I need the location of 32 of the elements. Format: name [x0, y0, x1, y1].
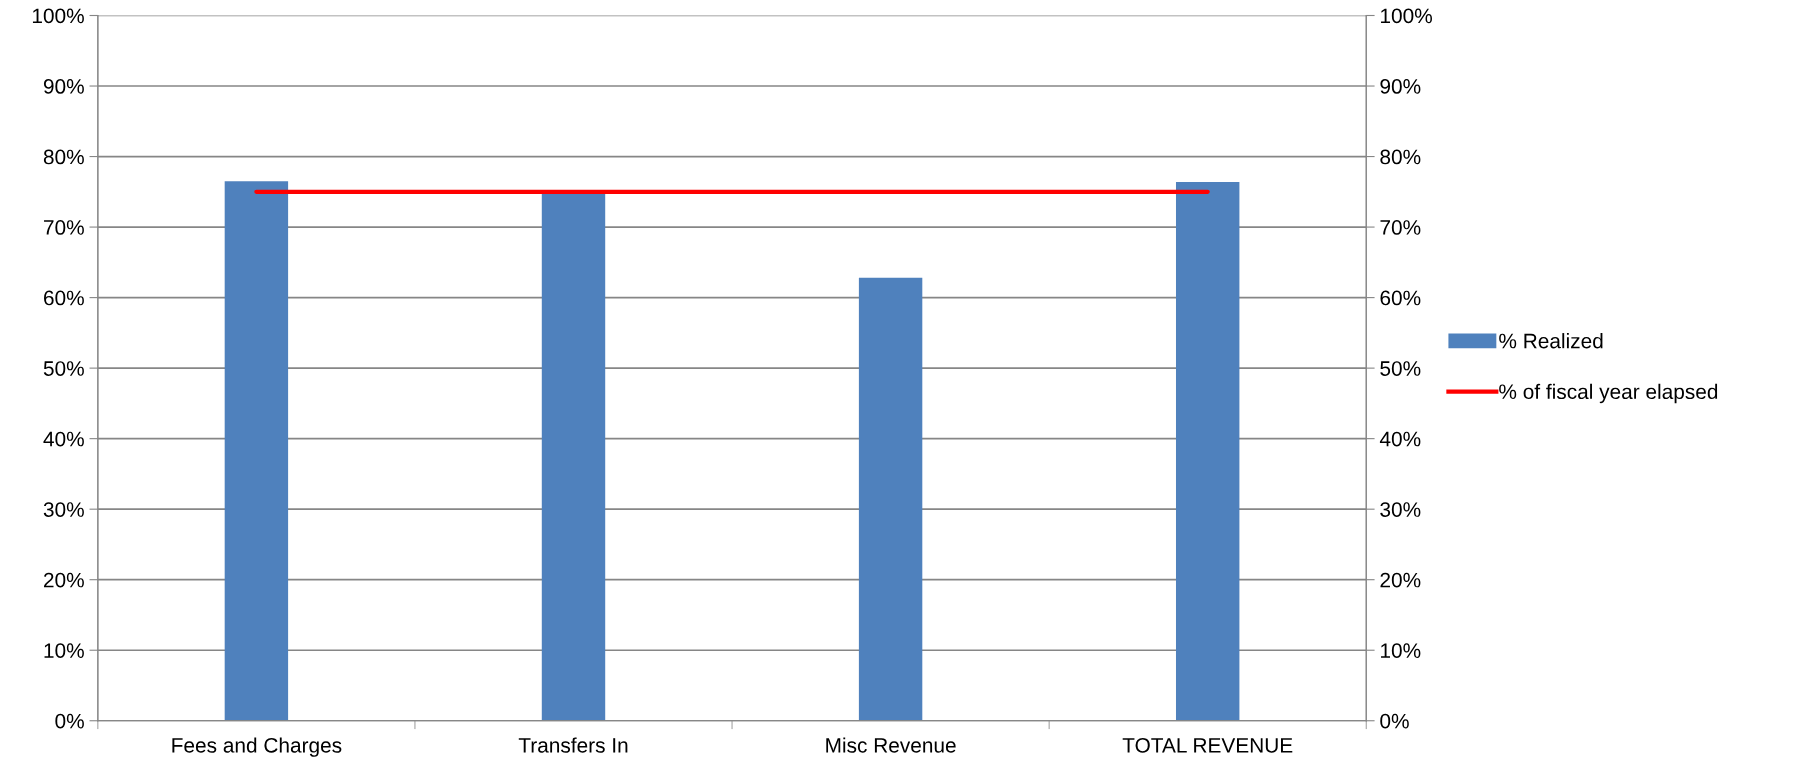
x-tick-label: Misc Revenue: [826, 737, 956, 753]
x-tick-label: Transfers In: [518, 737, 628, 753]
y2-tick-label: 30%: [1380, 502, 1421, 517]
y2-tick-label: 100%: [1381, 8, 1432, 24]
y-tick-label: 60%: [44, 290, 84, 306]
y2-tick-label: 10%: [1381, 643, 1421, 658]
y-tick-label: 90%: [43, 79, 84, 94]
y2-tick-label: 70%: [1380, 220, 1421, 235]
y-tick-label: 80%: [43, 149, 84, 165]
y2-tick-label: 20%: [1380, 572, 1421, 588]
y-tick-label: 40%: [43, 431, 84, 447]
y2-tick-label: 90%: [1380, 79, 1421, 94]
legend-label: % of fiscal year elapsed: [1499, 383, 1718, 404]
bar: [1175, 181, 1240, 721]
y2-tick-label: 0%: [1380, 713, 1409, 729]
x-tick-label: Fees and Charges: [172, 737, 342, 757]
y2-tick-label: 80%: [1380, 149, 1421, 165]
y2-tick-label: 40%: [1379, 431, 1421, 447]
y2-tick-label: 60%: [1380, 290, 1421, 306]
y-tick-label: 30%: [43, 502, 84, 517]
bar: [541, 191, 606, 721]
y-tick-label: 100%: [32, 8, 84, 24]
x-tick-label: TOTAL REVENUE: [1122, 737, 1293, 753]
y-tick-label: 50%: [43, 361, 84, 376]
y-tick-label: 20%: [44, 572, 84, 588]
y-tick-label: 0%: [55, 713, 84, 729]
y2-tick-label: 50%: [1380, 361, 1421, 376]
bar: [224, 181, 289, 721]
bar: [858, 277, 923, 721]
y-tick-label: 70%: [44, 220, 84, 235]
legend-label: % Realized: [1499, 333, 1603, 349]
y-tick-label: 10%: [44, 643, 84, 658]
